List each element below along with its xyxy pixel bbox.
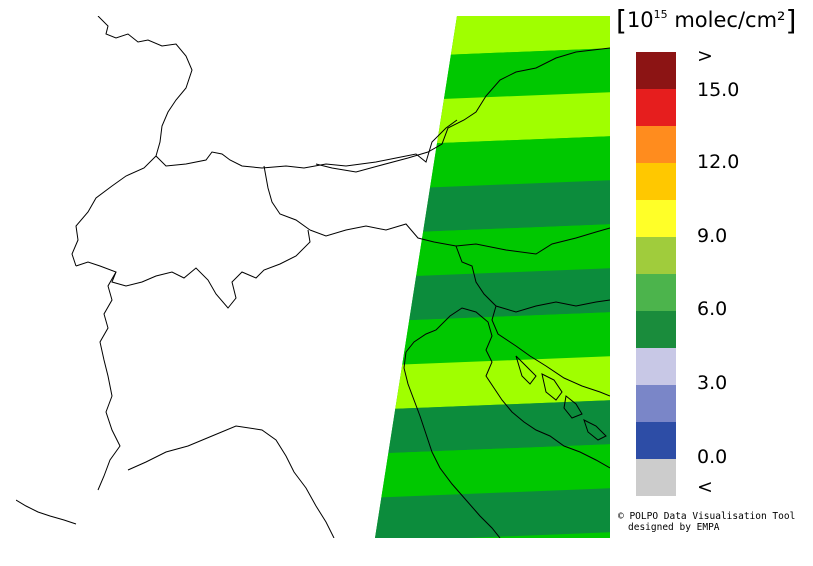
swath-stripe (375, 488, 610, 538)
map-panel (16, 16, 610, 538)
tick-label: 3.0 (697, 372, 728, 394)
colorbar-swatch (636, 385, 676, 422)
colorbar-swatch (636, 52, 676, 89)
colorbar-swatch (636, 348, 676, 385)
unit-base: 10 (626, 8, 654, 32)
colorbar-swatch (636, 89, 676, 126)
swiss-german-border (155, 119, 458, 169)
france-italy-border (97, 271, 121, 491)
tick-label: > (697, 45, 713, 67)
legend-unit-label: [1015 molec/cm²] (616, 4, 796, 37)
swiss-border (71, 155, 157, 267)
tick-label: 12.0 (697, 151, 740, 173)
colorbar-swatch (636, 274, 676, 311)
colorbar-swatch (636, 237, 676, 274)
italy-apennine-coast (127, 425, 335, 538)
tick-label: 6.0 (697, 298, 728, 320)
colorbar-swatch (636, 163, 676, 200)
swath-stripe (375, 224, 610, 278)
tick-label: 9.0 (697, 225, 728, 247)
austria-italy-border (309, 223, 610, 255)
istria-coast (405, 307, 610, 469)
credit-text: © POLPO Data Visualisation Tool designed… (618, 511, 795, 533)
croatian-islands (515, 355, 607, 441)
tick-label: 0.0 (697, 446, 728, 468)
colorbar-swatch (636, 459, 676, 496)
colorbar-swatch (636, 126, 676, 163)
swiss-italian-border (75, 229, 311, 309)
austria-swiss-border (263, 165, 311, 231)
swath-stripe (375, 268, 610, 322)
italy-west-coast (16, 499, 77, 525)
credit-line-2: designed by EMPA (628, 522, 720, 533)
france-germany-border (97, 16, 193, 157)
tick-label: 15.0 (697, 79, 740, 101)
country-borders (16, 16, 610, 538)
unit-open-bracket: [ (616, 4, 627, 37)
croatia-border (491, 305, 610, 397)
tick-label: < (697, 476, 713, 498)
colorbar-swatch (636, 311, 676, 348)
colorbar-swatch (636, 422, 676, 459)
slovenia-border (455, 245, 610, 313)
credit-line-1: © POLPO Data Visualisation Tool (618, 511, 796, 522)
unit-close-bracket: ] (785, 4, 797, 37)
colorbar (636, 52, 676, 496)
adriatic-italian-coast (403, 351, 501, 538)
colorbar-swatch (636, 200, 676, 237)
unit-exponent: 15 (653, 8, 668, 21)
unit-text: molec/cm² (667, 8, 786, 32)
swath-stripe (375, 444, 610, 498)
austria-north-border (315, 47, 610, 173)
